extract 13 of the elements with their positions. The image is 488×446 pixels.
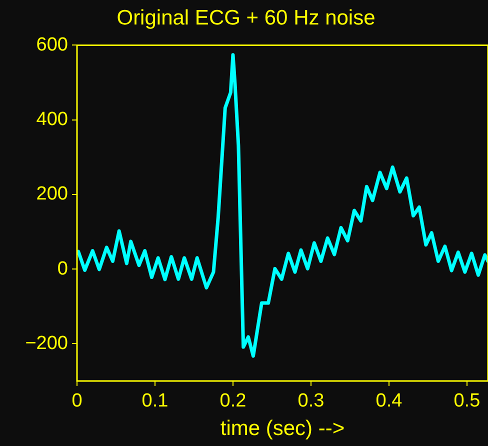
x-tick-label: 0.3	[298, 390, 324, 412]
y-tick-label: 200	[36, 184, 68, 205]
y-tick-label: 600	[36, 34, 68, 56]
x-tick-label: 0	[72, 390, 82, 412]
x-axis-title: time (sec) -->	[220, 417, 345, 440]
x-tick-label: 0.5	[454, 390, 480, 412]
x-tick-label: 0.2	[220, 390, 246, 412]
y-tick-label: 400	[36, 109, 68, 130]
chart-title: Original ECG + 60 Hz noise	[116, 6, 376, 30]
y-tick-label: 0	[57, 258, 68, 280]
y-tick-label: −200	[25, 332, 68, 354]
x-tick-label: 0.4	[376, 390, 403, 412]
x-tick-label: 0.1	[142, 390, 168, 412]
